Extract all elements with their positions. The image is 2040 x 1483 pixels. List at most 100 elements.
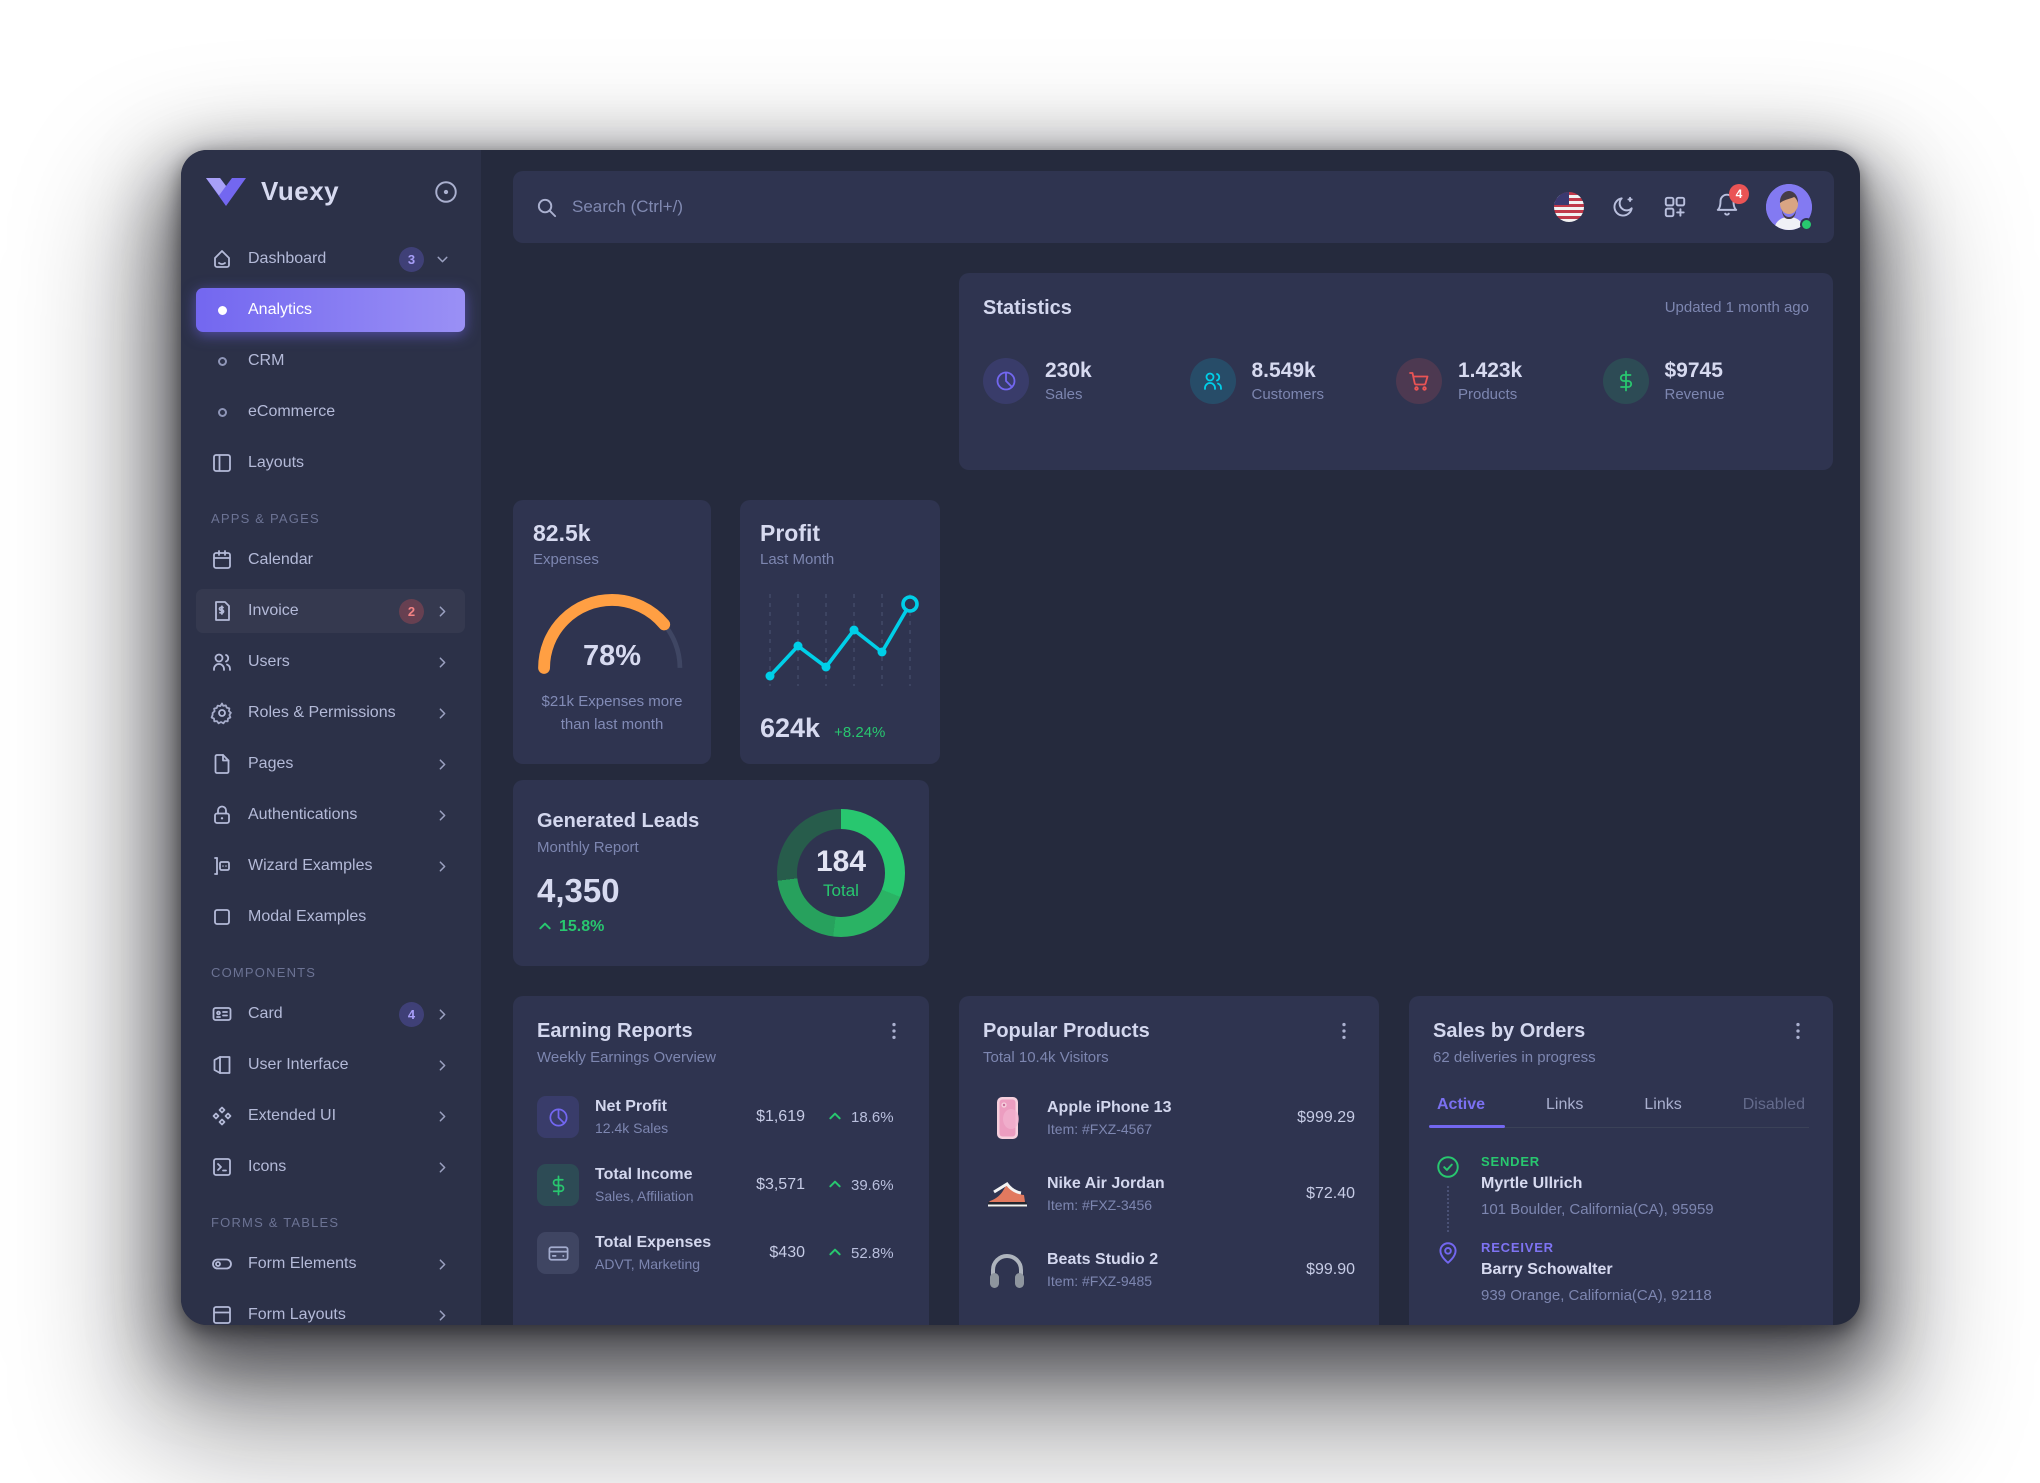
tab-links-2[interactable]: Links: [1644, 1096, 1682, 1113]
stat-revenue: $9745 Revenue: [1602, 358, 1810, 404]
card-title: Popular Products: [983, 1020, 1150, 1042]
kebab-menu-icon[interactable]: [883, 1020, 905, 1042]
language-flag-icon[interactable]: [1554, 192, 1584, 222]
section-forms-tables: FORMS & TABLES: [211, 1215, 340, 1230]
sidebar-item-wizard-examples[interactable]: Wizard Examples: [196, 844, 465, 888]
card-subtitle: Monthly Report: [537, 839, 639, 856]
sidebar-pin-toggle-icon[interactable]: [433, 179, 459, 205]
sender-label: SENDER: [1481, 1154, 1540, 1169]
vuexy-logo-icon: [206, 177, 246, 206]
gear-icon: [210, 702, 232, 725]
sidebar-item-extended-ui[interactable]: Extended UI: [196, 1094, 465, 1138]
modal-icon: [214, 909, 230, 925]
stat-products: 1.423k Products: [1396, 358, 1603, 404]
chevron-right-icon: [439, 1059, 446, 1071]
dark-mode-moon-icon[interactable]: [1610, 194, 1636, 220]
profit-title: Profit: [760, 520, 821, 546]
tab-active[interactable]: Active: [1428, 1086, 1506, 1128]
sender-address: 101 Boulder, California(CA), 95959: [1481, 1201, 1714, 1218]
sidebar-item-label: Modal Examples: [248, 908, 367, 925]
profit-dots: [765, 625, 887, 681]
calendar-icon: [213, 550, 231, 569]
notification-badge: 4: [1729, 183, 1749, 204]
navbar-actions: 4: [1554, 183, 1813, 231]
sidebar-item-dashboard[interactable]: Dashboard 3: [196, 237, 465, 281]
chevron-right-icon: [439, 1161, 446, 1173]
sidebar-item-roles-permissions[interactable]: Roles & Permissions: [196, 691, 465, 735]
sidebar-item-card[interactable]: Card 4: [196, 992, 465, 1036]
chevron-right-icon: [439, 860, 446, 872]
sidebar-item-label: eCommerce: [248, 403, 336, 420]
sidebar-item-modal-examples[interactable]: Modal Examples: [196, 895, 465, 939]
toggle-icon: [212, 1258, 232, 1270]
sidebar-item-crm[interactable]: CRM: [196, 339, 465, 383]
card-badge: 4: [399, 1001, 424, 1027]
sidebar-item-user-interface[interactable]: User Interface: [196, 1043, 465, 1087]
stat-label: Revenue: [1664, 386, 1725, 403]
earning-value: $3,571: [756, 1176, 805, 1193]
users-icon: [1189, 358, 1236, 404]
sidebar-item-label: Form Elements: [248, 1255, 357, 1272]
sidebar-item-label: Card: [248, 1005, 283, 1022]
card-title: Generated Leads: [537, 810, 700, 832]
dollar-icon: [537, 1164, 579, 1206]
brand-name: Vuexy: [261, 176, 340, 206]
sidebar-item-ecommerce[interactable]: eCommerce: [196, 390, 465, 434]
wizard-icon: [214, 857, 230, 875]
gauge-arc: [538, 594, 686, 674]
receiver-address: 939 Orange, California(CA), 92118: [1481, 1287, 1712, 1304]
trend-up-icon: [829, 1248, 841, 1256]
sidebar-item-label: User Interface: [248, 1056, 349, 1073]
stat-label: Products: [1458, 386, 1518, 403]
donut-total-label: Total: [823, 881, 859, 900]
sidebar-item-layouts[interactable]: Layouts: [196, 441, 465, 485]
cart-icon: [1396, 358, 1442, 404]
sidebar-header: Vuexy: [181, 176, 481, 207]
product-price: $999.29: [1297, 1109, 1355, 1126]
kebab-menu-icon[interactable]: [1333, 1020, 1355, 1042]
shortcuts-grid-icon[interactable]: [1662, 194, 1688, 220]
tab-links-1[interactable]: Links: [1546, 1096, 1584, 1113]
sidebar-item-calendar[interactable]: Calendar: [196, 538, 465, 582]
profit-line-chart: [765, 594, 919, 686]
invoice-badge: 2: [399, 598, 424, 624]
sidebar-item-form-layouts[interactable]: Form Layouts: [196, 1293, 465, 1325]
chevron-right-icon: [439, 1258, 446, 1270]
pie-chart-icon: [537, 1096, 579, 1138]
headphones-image: [983, 1246, 1031, 1294]
sidebar-item-users[interactable]: Users: [196, 640, 465, 684]
sidebar-item-icons[interactable]: Icons: [196, 1145, 465, 1189]
search-bar: [535, 196, 1554, 219]
kebab-menu-icon[interactable]: [1787, 1020, 1809, 1042]
search-icon: [537, 198, 557, 217]
sidebar-item-invoice[interactable]: Invoice 2: [196, 589, 465, 633]
receiver-name: Barry Schowalter: [1481, 1261, 1613, 1278]
sidebar-item-label: Roles & Permissions: [248, 704, 396, 721]
search-input[interactable]: [572, 197, 992, 217]
sidebar-item-analytics[interactable]: Analytics: [196, 288, 465, 332]
chevron-right-icon: [439, 707, 446, 719]
donut-total-value: 184: [815, 845, 867, 878]
sidebar-item-form-elements[interactable]: Form Elements: [196, 1242, 465, 1286]
sidebar-item-pages[interactable]: Pages: [196, 742, 465, 786]
expenses-label: Expenses: [533, 551, 599, 568]
bell-icon: [1716, 193, 1738, 216]
tab-disabled: Disabled: [1742, 1096, 1805, 1113]
statistics-card: Statistics Updated 1 month ago 230k Sales: [959, 273, 1833, 470]
user-avatar[interactable]: [1766, 184, 1813, 231]
sidebar-item-label: Invoice: [248, 602, 299, 619]
profit-line: [768, 602, 912, 678]
sidebar-item-label: Form Layouts: [248, 1306, 346, 1323]
notifications-button[interactable]: 4: [1714, 183, 1749, 223]
chevron-right-icon: [439, 1110, 446, 1122]
earning-percent: 52.8%: [851, 1244, 894, 1262]
sidebar-item-authentications[interactable]: Authentications: [196, 793, 465, 837]
earning-row-total-expenses: Total Expenses ADVT, Marketing $430 52.8%: [537, 1232, 905, 1274]
timeline-connector: [1447, 1186, 1449, 1232]
bullet-icon: [218, 356, 227, 366]
trend-up-icon: [829, 1180, 841, 1188]
home-icon: [214, 250, 230, 268]
leads-change: 15.8%: [537, 918, 699, 936]
app-window: Vuexy Dashboard 3 Analytics CRM e: [181, 150, 1860, 1325]
sidebar-item-label: Users: [248, 653, 290, 670]
